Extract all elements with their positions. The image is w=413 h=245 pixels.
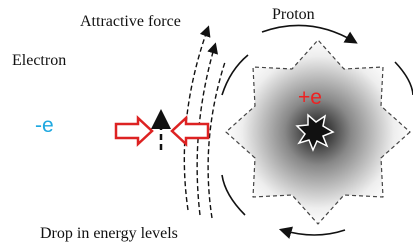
force-arrow	[116, 118, 152, 144]
charge: +e	[298, 86, 322, 109]
charge: -e	[35, 114, 54, 137]
label: Drop in energy levels	[40, 225, 178, 242]
orbit-arrow	[222, 55, 248, 95]
label: Electron	[12, 52, 66, 69]
orbit-arrow	[262, 25, 355, 42]
field-line	[184, 28, 208, 210]
field-line	[208, 62, 225, 218]
force-arrow	[172, 118, 208, 144]
orbit-arrow	[395, 62, 413, 95]
label: Attractive force	[80, 13, 181, 30]
diagram: Attractive force Proton Electron -e +e D…	[0, 0, 413, 245]
orbit-arrow	[282, 230, 345, 235]
label: Proton	[272, 6, 315, 23]
orbit-arrow	[222, 175, 245, 215]
